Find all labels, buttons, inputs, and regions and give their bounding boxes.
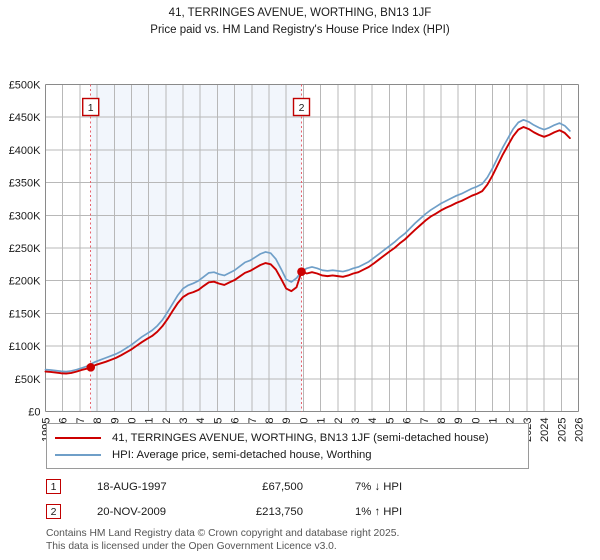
transaction-date-2: 20-NOV-2009 bbox=[97, 505, 167, 518]
transactions-table: 1 18-AUG-1997 £67,500 7% ↓ HPI 2 20-NOV-… bbox=[46, 474, 546, 524]
y-axis-label: £500K bbox=[9, 80, 41, 92]
y-axis-label: £250K bbox=[9, 243, 41, 255]
y-axis-label: £350K bbox=[9, 178, 41, 190]
price-history-chart: £0 £50K £100K £150K £200K £250K £300K £350K £400… bbox=[9, 80, 586, 442]
legend-label-hpi: HPI: Average price, semi-detached house,… bbox=[112, 448, 372, 461]
table-row: 1 18-AUG-1997 £67,500 7% ↓ HPI bbox=[46, 474, 546, 499]
event-marker-box-1[interactable] bbox=[82, 97, 100, 117]
footer-line-2: This data is licensed under the Open Gov… bbox=[46, 540, 337, 552]
footer-attribution: Contains HM Land Registry data © Crown c… bbox=[46, 528, 586, 553]
footer-line-1: Contains HM Land Registry data © Crown c… bbox=[46, 528, 400, 539]
transaction-badge-1: 1 bbox=[46, 479, 61, 494]
legend-swatch-property bbox=[55, 436, 101, 439]
page-subtitle: Price paid vs. HM Land Registry's House … bbox=[150, 24, 450, 36]
table-row: 2 20-NOV-2009 £213,750 1% ↑ HPI bbox=[46, 499, 546, 524]
y-axis-label: £200K bbox=[9, 276, 41, 288]
transaction-price-2: £213,750 bbox=[255, 505, 303, 518]
series-line-hpi bbox=[44, 118, 571, 373]
x-axis-label: 2024 bbox=[539, 418, 551, 442]
y-axis-label: £400K bbox=[9, 145, 41, 157]
chart-container: £0 £50K £100K £150K £200K £250K £300K £350K £400… bbox=[0, 39, 600, 459]
transaction-point-2 bbox=[297, 267, 306, 277]
y-axis-label: £300K bbox=[9, 210, 41, 222]
chart-titles: 41, TERRINGES AVENUE, WORTHING, BN13 1JF… bbox=[0, 0, 600, 39]
transaction-delta-2: 1% ↑ HPI bbox=[355, 505, 403, 518]
y-axis-label: £450K bbox=[9, 112, 41, 124]
transaction-date-1: 18-AUG-1997 bbox=[97, 480, 167, 493]
y-axis-label: £0 bbox=[28, 407, 40, 419]
y-axis-label: £100K bbox=[9, 341, 41, 353]
chart-legend: 41, TERRINGES AVENUE, WORTHING, BN13 1JF… bbox=[46, 423, 529, 469]
transaction-delta-1: 7% ↓ HPI bbox=[355, 480, 403, 493]
y-axis-label: £150K bbox=[9, 308, 41, 320]
transaction-point-1 bbox=[86, 363, 96, 372]
transaction-price-1: £67,500 bbox=[262, 480, 303, 493]
transaction-badge-2: 2 bbox=[46, 504, 61, 519]
legend-swatch-hpi bbox=[55, 453, 101, 456]
y-axis-label: £50K bbox=[15, 374, 41, 386]
series-line-property bbox=[44, 126, 571, 375]
event-marker-number-2: 2 bbox=[299, 102, 305, 114]
legend-item-property: 41, TERRINGES AVENUE, WORTHING, BN13 1JF… bbox=[47, 429, 528, 446]
legend-label-property: 41, TERRINGES AVENUE, WORTHING, BN13 1JF… bbox=[112, 431, 489, 444]
event-marker-box-2[interactable] bbox=[292, 97, 311, 117]
legend-item-hpi: HPI: Average price, semi-detached house,… bbox=[47, 446, 528, 463]
x-axis-label: 2026 bbox=[574, 418, 586, 442]
event-marker-number-1: 1 bbox=[88, 102, 94, 114]
x-axis-label: 2025 bbox=[556, 418, 568, 442]
page-title: 41, TERRINGES AVENUE, WORTHING, BN13 1JF bbox=[168, 7, 432, 19]
